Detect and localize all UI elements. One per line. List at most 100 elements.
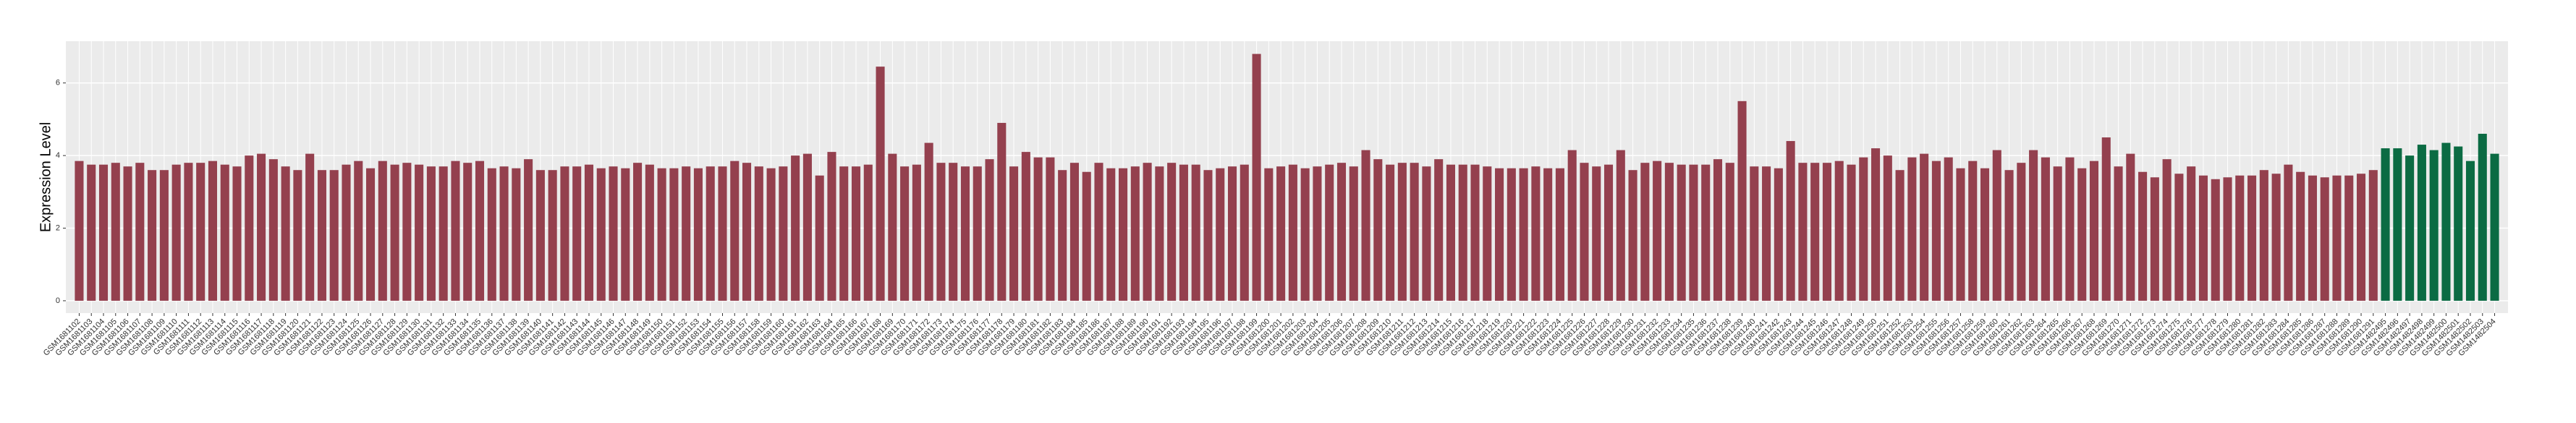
bar [196,163,206,301]
bar [1410,163,1419,301]
bar [669,168,679,301]
bar [438,166,448,301]
bar [2174,174,2184,301]
bar [1046,157,1055,301]
bar [2029,150,2038,301]
bar [245,155,254,301]
bar [2235,175,2245,301]
bar [2320,177,2329,301]
bar [682,166,691,301]
bar [317,170,326,301]
bar [2017,163,2026,301]
bar [1216,168,1225,301]
bar [742,163,752,301]
bar [1871,148,1881,301]
bar [2150,177,2159,301]
bar [499,166,509,301]
bar [851,166,861,301]
bar [1094,163,1103,301]
bar [281,166,290,301]
bar [1446,164,1455,301]
bar [1580,163,1589,301]
bar [657,168,666,301]
bar [1725,163,1734,301]
bar [1762,166,1771,301]
bar [2417,145,2426,301]
bar [1701,164,1711,301]
bar [1119,168,1128,301]
bar [1713,159,1723,301]
bar [876,67,885,301]
bar [2114,166,2123,301]
bar [1033,157,1043,301]
bar [1495,168,1504,301]
bar [2478,134,2487,301]
bar [2211,179,2220,301]
bar [1628,170,1637,301]
bar [718,166,727,301]
bar [1373,159,1383,301]
bar [2368,170,2378,301]
bar [2065,157,2075,301]
bar [1750,166,1759,301]
bar [1798,163,1808,301]
bar [2490,153,2499,301]
bar [184,163,193,301]
bar [2126,153,2135,301]
bar [1143,163,1152,301]
bar [159,170,169,301]
bar [1507,168,1516,301]
bar [621,168,630,301]
bar [1774,168,1783,301]
bar [208,161,218,301]
bar [1252,54,1261,301]
bar [1397,163,1407,301]
y-tick-label: 2 [56,223,60,232]
bar [342,164,351,301]
bar [1567,150,1577,301]
bar [451,161,460,301]
bar [171,164,181,301]
bar [2454,146,2463,301]
bar [1470,164,1480,301]
bar [2332,175,2342,301]
bar [754,166,763,301]
bar [2429,150,2439,301]
bar [402,163,412,301]
bar [1519,168,1528,301]
bar [2381,148,2390,301]
bar [1883,155,1892,301]
bar [135,163,145,301]
bar [512,168,521,301]
bar [2259,170,2268,301]
bar [1106,168,1116,301]
bar [766,168,776,301]
bar [1834,161,1844,301]
bar [1737,101,1747,301]
bar [1653,161,1662,301]
bar [1944,157,1953,301]
bar [1191,164,1200,301]
bar [1240,164,1249,301]
bar [1021,152,1030,301]
bar [1458,164,1467,301]
bar [1931,161,1941,301]
bar [1325,164,1334,301]
bar [1264,168,1274,301]
bar [2101,137,2111,301]
bar [415,164,424,301]
bar [924,142,933,301]
bar [475,161,485,301]
bar [1895,170,1905,301]
y-axis-title: Expression Level [38,122,54,232]
y-tick-label: 4 [56,151,60,160]
bar [2296,171,2305,301]
bar [2077,168,2087,301]
bar [1179,164,1188,301]
bar [1543,168,1553,301]
bar [1616,150,1625,301]
bar [1058,170,1067,301]
bar [1276,166,1286,301]
bar [2138,171,2148,301]
